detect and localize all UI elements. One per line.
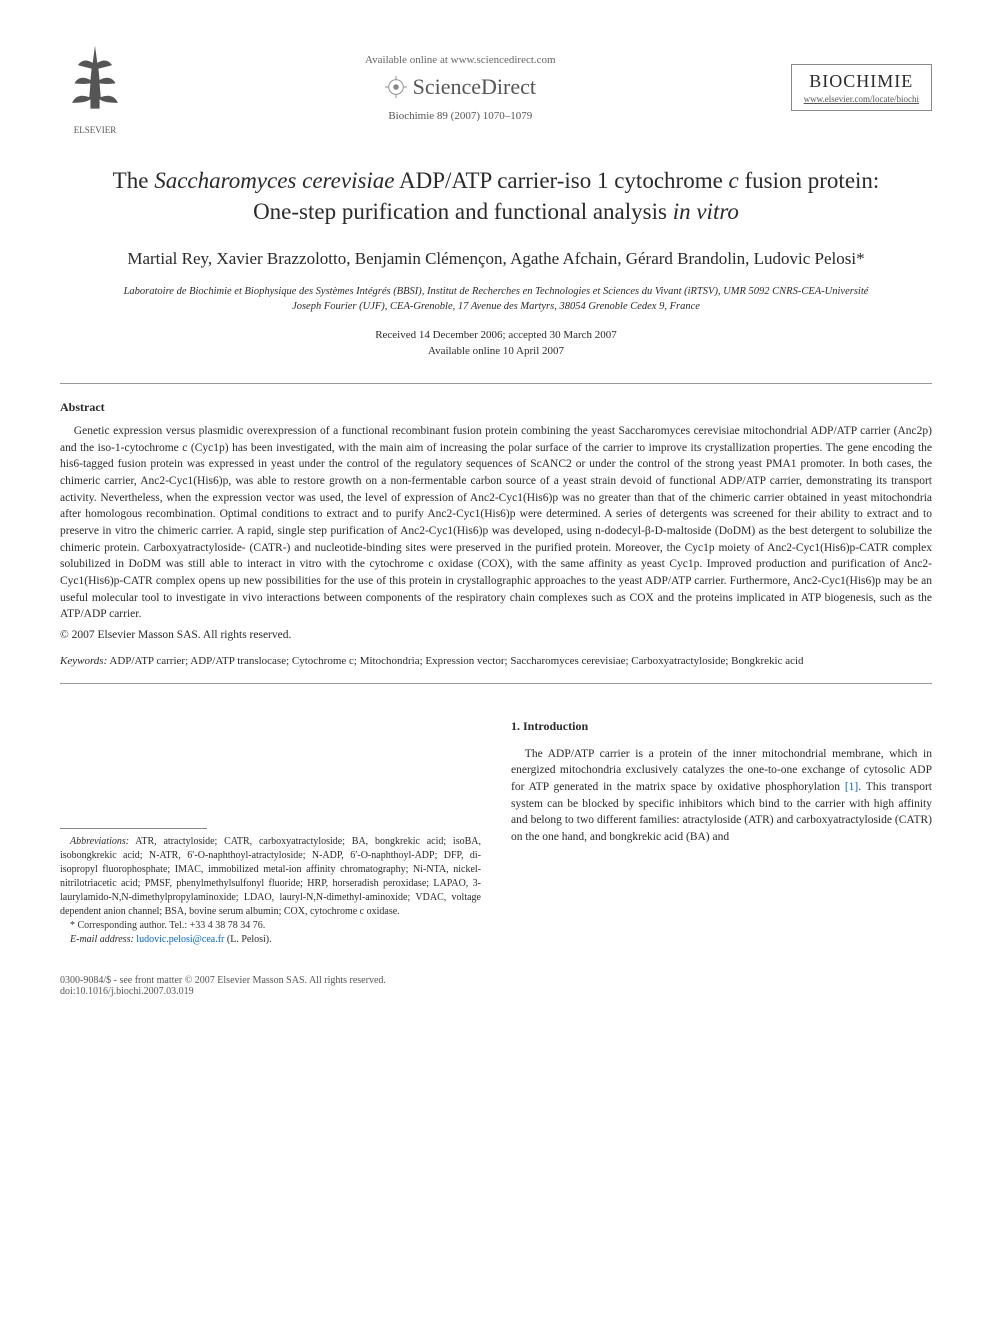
abstract-copyright: © 2007 Elsevier Masson SAS. All rights r…	[60, 629, 932, 641]
doi-line: doi:10.1016/j.biochi.2007.03.019	[60, 986, 932, 997]
introduction-paragraph: The ADP/ATP carrier is a protein of the …	[511, 746, 932, 846]
front-matter-line: 0300-9084/$ - see front matter © 2007 El…	[60, 975, 932, 986]
citation-link-1[interactable]: [1]	[845, 781, 858, 793]
journal-box: BIOCHIMIE www.elsevier.com/locate/biochi	[791, 64, 932, 111]
email-footnote: E-mail address: ludovic.pelosi@cea.fr (L…	[60, 933, 481, 947]
author-list: Martial Rey, Xavier Brazzolotto, Benjami…	[60, 247, 932, 271]
elsevier-label: ELSEVIER	[60, 125, 130, 135]
received-accepted-date: Received 14 December 2006; accepted 30 M…	[60, 328, 932, 343]
page-footer: 0300-9084/$ - see front matter © 2007 El…	[60, 975, 932, 997]
sciencedirect-logo: ScienceDirect	[385, 74, 536, 100]
left-column: Abbreviations: ATR, atractyloside; CATR,…	[60, 718, 481, 947]
available-online-date: Available online 10 April 2007	[60, 344, 932, 359]
divider	[60, 683, 932, 684]
corr-author-line: * Corresponding author. Tel.: +33 4 38 7…	[70, 920, 265, 931]
journal-reference: Biochimie 89 (2007) 1070–1079	[130, 110, 791, 122]
article-title: The Saccharomyces cerevisiae ADP/ATP car…	[100, 165, 892, 227]
journal-name: BIOCHIMIE	[804, 71, 919, 92]
article-dates: Received 14 December 2006; accepted 30 M…	[60, 328, 932, 359]
email-label: E-mail address:	[70, 934, 134, 945]
available-online-text: Available online at www.sciencedirect.co…	[130, 54, 791, 66]
elsevier-tree-icon	[60, 40, 130, 120]
divider	[60, 383, 932, 384]
keywords: Keywords: ADP/ATP carrier; ADP/ATP trans…	[60, 655, 932, 667]
center-header: Available online at www.sciencedirect.co…	[130, 54, 791, 122]
sciencedirect-text: ScienceDirect	[413, 74, 536, 100]
elsevier-logo-block: ELSEVIER	[60, 40, 130, 135]
author-email-link[interactable]: ludovic.pelosi@cea.fr	[136, 934, 224, 945]
abbrev-text: ATR, atractyloside; CATR, carboxyatracty…	[60, 836, 481, 917]
sciencedirect-icon	[385, 76, 407, 98]
abbrev-label: Abbreviations:	[70, 836, 129, 847]
corresponding-author-footnote: * Corresponding author. Tel.: +33 4 38 7…	[60, 919, 481, 933]
keywords-label: Keywords:	[60, 655, 107, 667]
abbreviations-footnote: Abbreviations: ATR, atractyloside; CATR,…	[60, 835, 481, 919]
abstract-heading: Abstract	[60, 400, 932, 415]
two-column-body: Abbreviations: ATR, atractyloside; CATR,…	[60, 718, 932, 947]
affiliation: Laboratoire de Biochimie et Biophysique …	[110, 285, 882, 314]
right-column: 1. Introduction The ADP/ATP carrier is a…	[511, 718, 932, 947]
introduction-heading: 1. Introduction	[511, 718, 932, 735]
journal-url[interactable]: www.elsevier.com/locate/biochi	[804, 94, 919, 104]
keywords-text: ADP/ATP carrier; ADP/ATP translocase; Cy…	[107, 655, 803, 667]
footnote-rule	[60, 828, 207, 829]
page-header: ELSEVIER Available online at www.science…	[60, 40, 932, 135]
abstract-text: Genetic expression versus plasmidic over…	[60, 423, 932, 623]
email-person: (L. Pelosi).	[227, 934, 272, 945]
